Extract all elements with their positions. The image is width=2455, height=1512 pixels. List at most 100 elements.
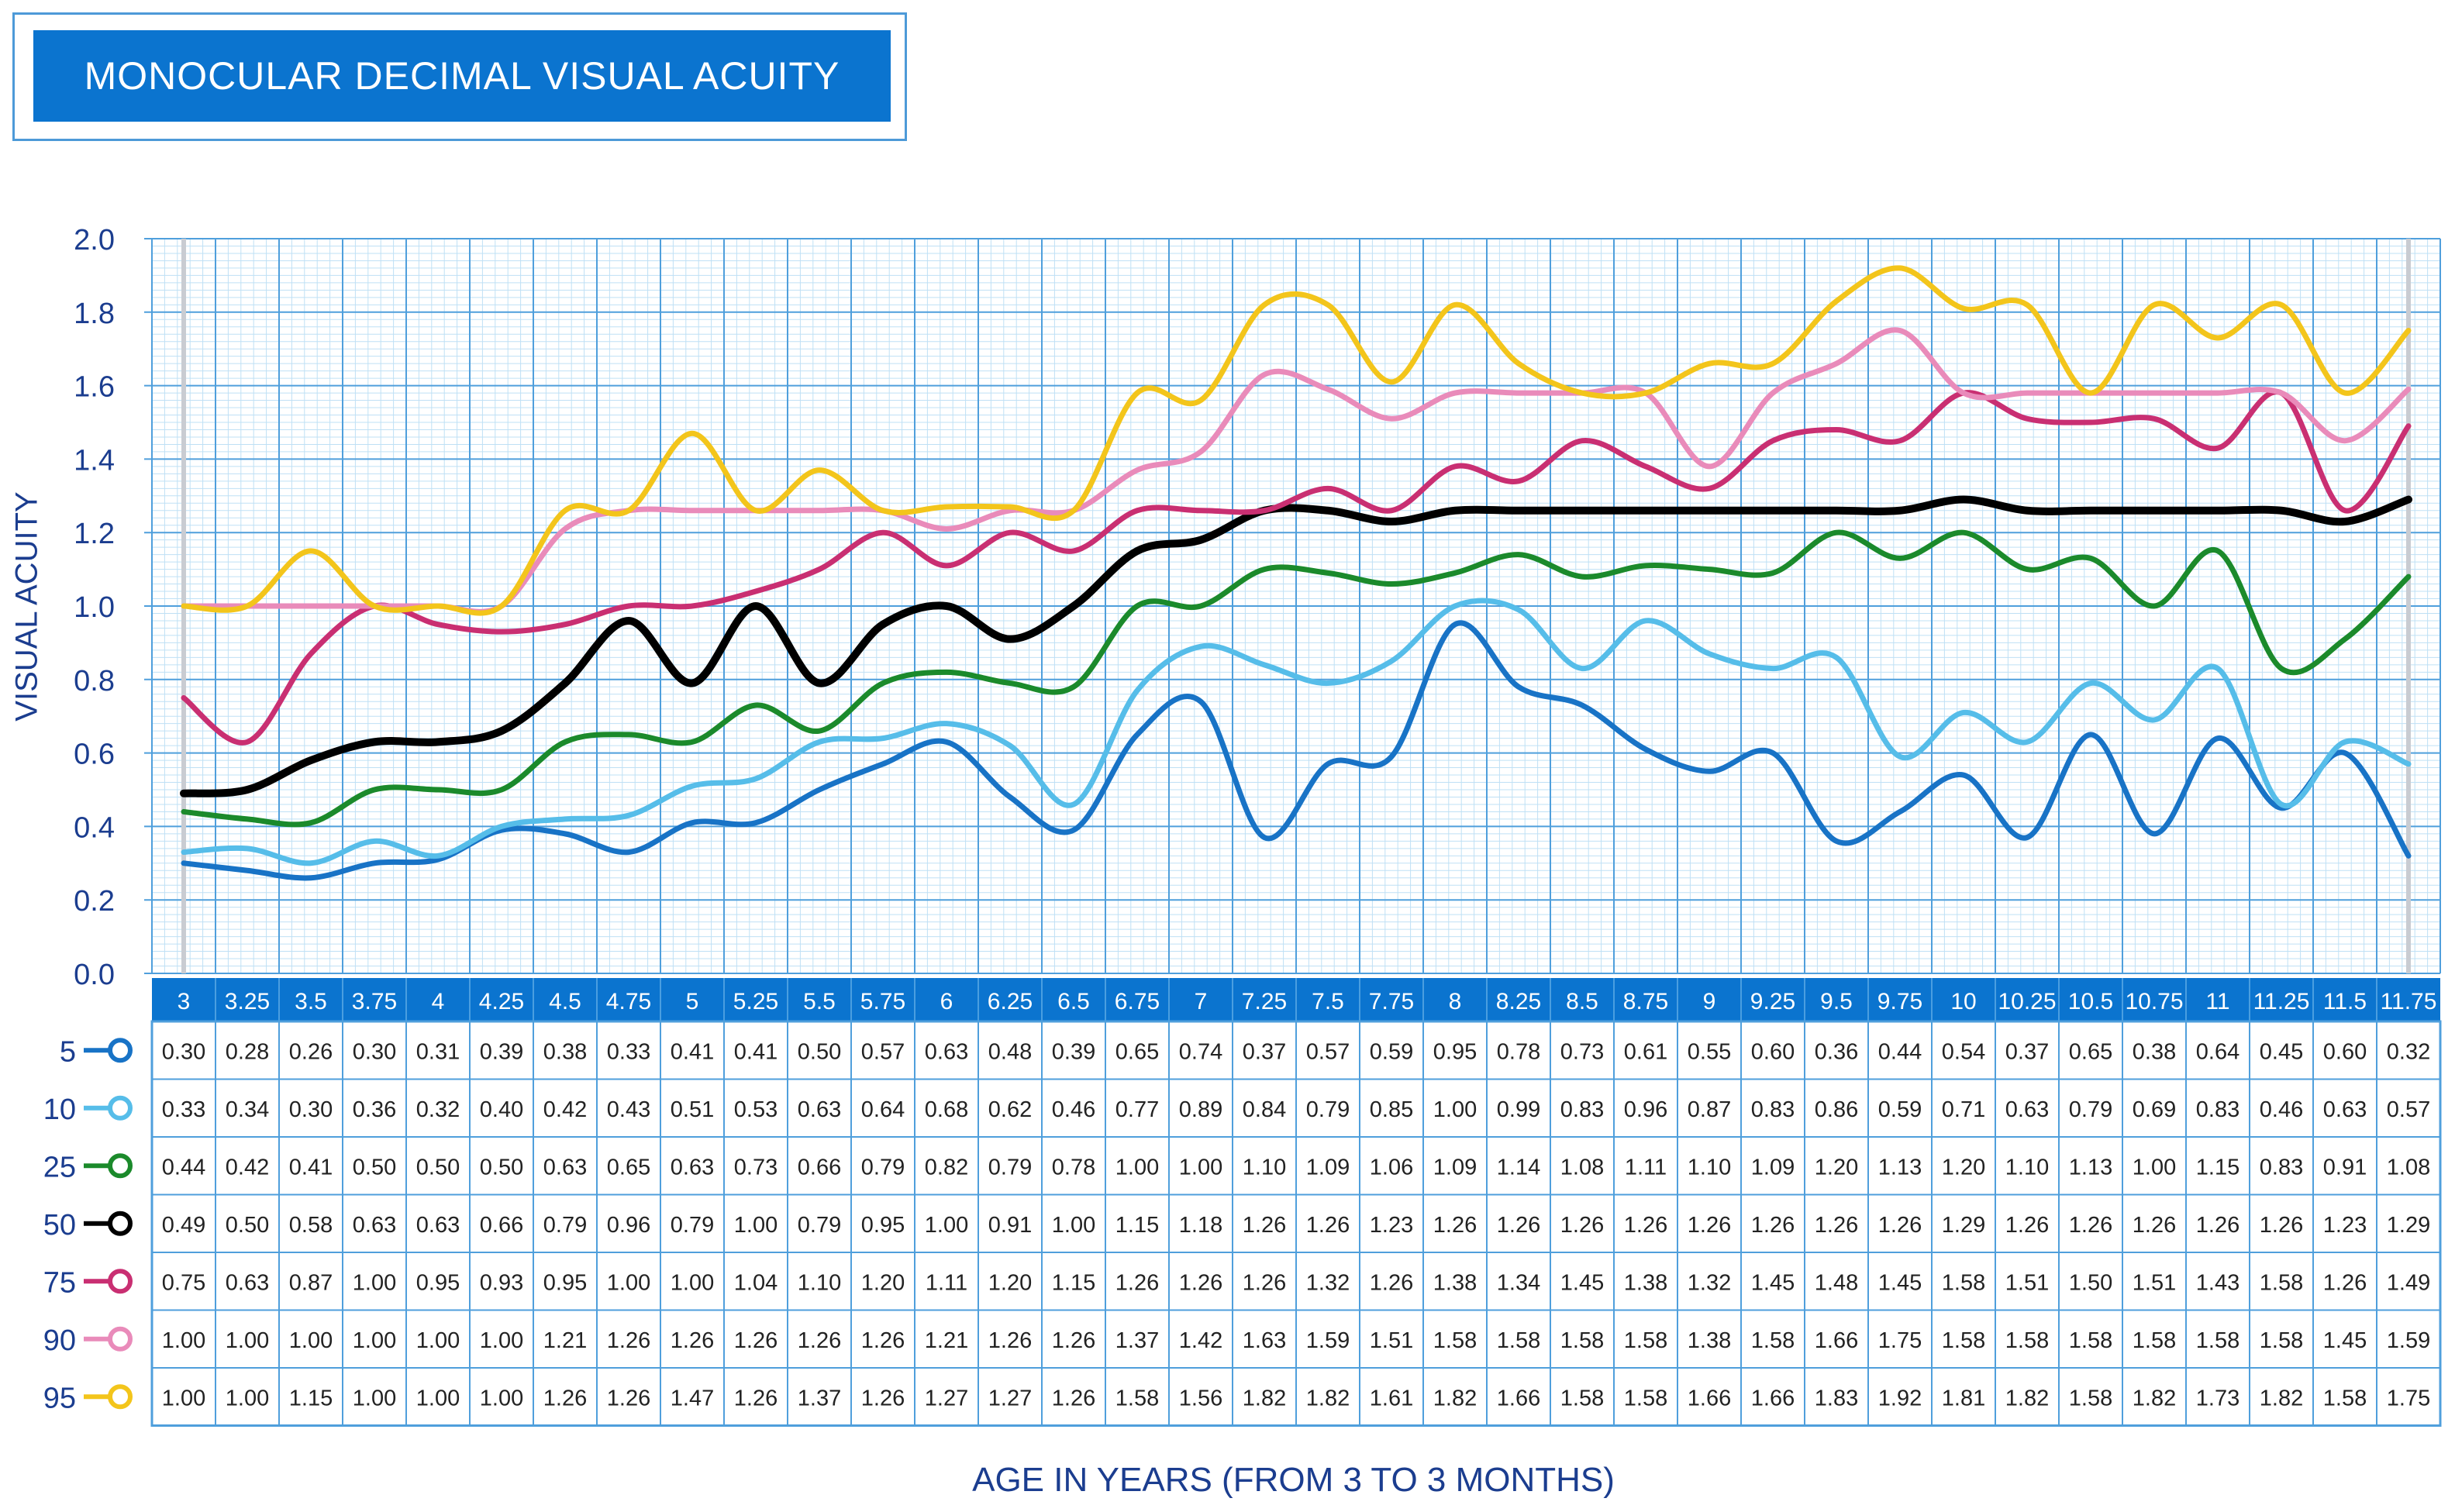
table-cell: 0.38	[2133, 1039, 2176, 1064]
table-cell: 1.18	[1179, 1213, 1222, 1238]
table-cell: 1.51	[2005, 1270, 2049, 1295]
table-cell: 1.15	[289, 1386, 333, 1410]
table-cell: 0.53	[734, 1097, 778, 1122]
x-tick-label: 8.25	[1496, 989, 1541, 1014]
x-tick-label: 9	[1703, 989, 1716, 1014]
table-cell: 0.33	[607, 1039, 650, 1064]
table-cell: 0.48	[988, 1039, 1032, 1064]
table-cell: 0.57	[1306, 1039, 1350, 1064]
table-cell: 1.73	[2196, 1386, 2239, 1410]
table-cell: 1.82	[1306, 1386, 1350, 1410]
table-cell: 0.95	[543, 1270, 587, 1295]
table-cell: 0.57	[2387, 1097, 2430, 1122]
table-cell: 0.85	[1370, 1097, 1413, 1122]
y-tick-label: 1.8	[74, 298, 115, 330]
table-cell: 1.26	[1306, 1213, 1350, 1238]
table-cell: 1.82	[2005, 1386, 2049, 1410]
legend-marker-icon-p25	[108, 1153, 133, 1179]
table-cell: 1.00	[1179, 1155, 1222, 1180]
table-cell: 0.86	[1815, 1097, 1858, 1122]
table-cell: 1.43	[2196, 1270, 2239, 1295]
x-tick-label: 11	[2205, 989, 2229, 1014]
table-cell: 1.26	[2005, 1213, 2049, 1238]
table-cell: 1.58	[2196, 1328, 2239, 1353]
table-cell: 0.73	[734, 1155, 778, 1180]
legend-label-p10: 10	[43, 1094, 76, 1126]
table-cell: 0.75	[162, 1270, 205, 1295]
table-cell: 1.45	[2323, 1328, 2367, 1353]
table-cell: 1.66	[1497, 1386, 1540, 1410]
x-tick-label: 10	[1950, 989, 1976, 1014]
table-cell: 0.50	[353, 1155, 396, 1180]
table-cell: 0.31	[416, 1039, 460, 1064]
table-cell: 1.20	[988, 1270, 1032, 1295]
table-cell: 0.91	[988, 1213, 1032, 1238]
table-cell: 0.83	[2260, 1155, 2303, 1180]
table-cell: 0.63	[353, 1213, 396, 1238]
table-cell: 1.26	[1052, 1386, 1095, 1410]
table-cell: 0.66	[798, 1155, 841, 1180]
table-cell: 0.40	[480, 1097, 523, 1122]
series-line-p95	[181, 265, 2412, 616]
x-tick-label: 11.25	[2253, 989, 2310, 1014]
table-cell: 0.36	[353, 1097, 396, 1122]
table-cell: 0.55	[1688, 1039, 1731, 1064]
table-cell: 1.00	[353, 1270, 396, 1295]
table-cell: 1.58	[2260, 1270, 2303, 1295]
table-cell: 0.28	[226, 1039, 269, 1064]
table-cell: 1.75	[1878, 1328, 1922, 1353]
x-tick-label: 5.5	[803, 989, 836, 1014]
table-cell: 0.49	[162, 1213, 205, 1238]
table-cell: 0.83	[2196, 1097, 2239, 1122]
table-cell: 1.26	[1497, 1213, 1540, 1238]
table-cell: 0.57	[861, 1039, 905, 1064]
table-cell: 1.26	[1243, 1270, 1286, 1295]
table-cell: 0.79	[861, 1155, 905, 1180]
table-cell: 1.00	[671, 1270, 714, 1295]
table-cell: 0.44	[162, 1155, 205, 1180]
table-cell: 1.00	[2133, 1155, 2176, 1180]
table-cell: 1.00	[416, 1328, 460, 1353]
x-tick-label: 3.5	[295, 989, 327, 1014]
y-tick-label: 1.6	[74, 371, 115, 404]
table-cell: 1.26	[1433, 1213, 1477, 1238]
y-tick-label: 2.0	[74, 224, 115, 257]
table-cell: 1.27	[925, 1386, 968, 1410]
x-tick-label: 4.5	[549, 989, 581, 1014]
table-cell: 1.37	[1115, 1328, 1159, 1353]
table-cell: 1.21	[543, 1328, 587, 1353]
table-cell: 1.26	[988, 1328, 1032, 1353]
table-cell: 1.26	[861, 1328, 905, 1353]
table-cell: 0.39	[1052, 1039, 1095, 1064]
table-cell: 1.27	[988, 1386, 1032, 1410]
table-cell: 0.41	[734, 1039, 778, 1064]
table-cell: 1.00	[607, 1270, 650, 1295]
table-cell: 0.63	[226, 1270, 269, 1295]
table-cell: 1.58	[1942, 1270, 1985, 1295]
y-axis-label: VISUAL ACUITY	[9, 491, 44, 722]
chart-title-box: MONOCULAR DECIMAL VISUAL ACUITY	[12, 12, 907, 141]
y-tick-label: 0.4	[74, 811, 115, 844]
table-cell: 1.26	[1560, 1213, 1604, 1238]
table-cell: 1.26	[1179, 1270, 1222, 1295]
table-cell: 1.00	[162, 1328, 205, 1353]
table-cell: 1.82	[2133, 1386, 2176, 1410]
x-tick-label: 7	[1195, 989, 1208, 1014]
table-cell: 0.68	[925, 1097, 968, 1122]
table-cell: 1.08	[1560, 1155, 1604, 1180]
table-cell: 1.09	[1433, 1155, 1477, 1180]
table-cell: 1.63	[1243, 1328, 1286, 1353]
table-cell: 0.30	[289, 1097, 333, 1122]
x-tick-label: 11.5	[2323, 989, 2367, 1014]
x-tick-label: 7.75	[1369, 989, 1414, 1014]
table-cell: 1.09	[1751, 1155, 1795, 1180]
table-cell: 0.63	[2005, 1097, 2049, 1122]
table-cell: 1.10	[798, 1270, 841, 1295]
table-cell: 1.13	[1878, 1155, 1922, 1180]
x-tick-label: 7.5	[1312, 989, 1344, 1014]
x-tick-label: 5.75	[860, 989, 905, 1014]
table-cell: 0.63	[671, 1155, 714, 1180]
table-cell: 1.82	[2260, 1386, 2303, 1410]
table-cell: 1.56	[1179, 1386, 1222, 1410]
table-cell: 1.00	[1115, 1155, 1159, 1180]
